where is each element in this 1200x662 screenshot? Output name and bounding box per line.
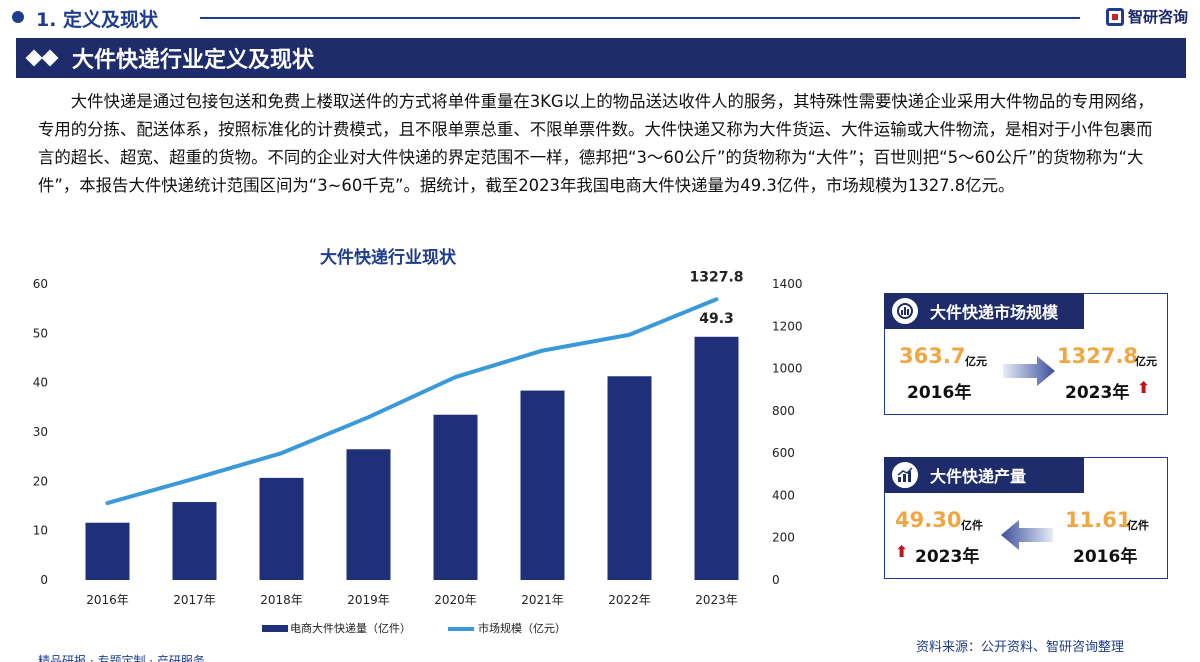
- legend-bar-label: 电商大件快递量（亿件）: [290, 621, 411, 635]
- market-2023-year: 2023年: [1065, 383, 1130, 403]
- x-axis-tick: 2019年: [347, 593, 390, 607]
- volume-2016-year: 2016年: [1073, 547, 1138, 567]
- x-axis-tick: 2022年: [608, 593, 651, 607]
- market-size-line: [105, 297, 719, 506]
- up-arrow-icon: ⬆: [895, 542, 909, 561]
- card-header: 大件快递市场规模: [884, 293, 1084, 329]
- right-axis-tick: 200: [772, 531, 795, 545]
- title-banner: 大件快递行业定义及现状: [16, 38, 1186, 78]
- right-axis-tick: 0: [772, 573, 780, 587]
- header-rule: [200, 17, 1080, 19]
- bar: [172, 502, 217, 580]
- chart-title: 大件快递行业现状: [320, 248, 456, 268]
- diamond-icon: [25, 49, 59, 67]
- right-arrow-icon: [1003, 356, 1055, 386]
- x-axis-tick: 2017年: [173, 593, 216, 607]
- bottom-tagline: 精品研报 · 专题定制 · 产研服务: [38, 654, 205, 662]
- left-axis-tick: 0: [40, 573, 48, 587]
- section-title: 1. 定义及现状: [36, 9, 159, 31]
- bar: [346, 449, 391, 580]
- card-title: 大件快递市场规模: [930, 303, 1059, 322]
- left-axis-tick: 60: [33, 277, 48, 291]
- left-axis-tick: 30: [33, 425, 48, 439]
- left-axis-tick: 20: [33, 474, 48, 488]
- volume-2023-unit: 亿件: [961, 519, 983, 532]
- bar: [85, 522, 130, 580]
- combo-chart: 0102030405060020040060080010001200140020…: [33, 269, 803, 635]
- right-axis-tick: 600: [772, 446, 795, 460]
- left-axis-tick: 40: [33, 376, 48, 390]
- intro-paragraph: 大件快递是通过包接包送和免费上楼取送件的方式将单件重量在3KG以上的物品送达收件…: [38, 92, 1154, 195]
- left-axis-tick: 50: [33, 326, 48, 340]
- x-axis-tick: 2018年: [260, 593, 303, 607]
- market-2016-unit: 亿元: [965, 355, 987, 368]
- x-axis-tick: 2020年: [434, 593, 477, 607]
- card-title: 大件快递产量: [930, 467, 1027, 486]
- legend-bar-swatch: [262, 625, 288, 632]
- right-axis-tick: 1400: [772, 277, 803, 291]
- volume-2016-unit: 亿件: [1127, 519, 1149, 532]
- left-arrow-icon: [1001, 520, 1053, 550]
- x-axis-tick: 2021年: [521, 593, 564, 607]
- bar: [520, 390, 565, 580]
- right-axis-tick: 1000: [772, 362, 803, 376]
- right-axis-tick: 800: [772, 404, 795, 418]
- bar: [433, 414, 478, 580]
- volume-2023-value: 49.30: [895, 508, 962, 532]
- market-2023-value: 1327.8: [1057, 344, 1139, 368]
- left-axis-tick: 10: [33, 524, 48, 538]
- volume-2023-year: 2023年: [915, 547, 980, 567]
- market-2023-unit: 亿元: [1135, 355, 1157, 368]
- top-header: 1. 定义及现状 智研咨询: [0, 0, 1200, 34]
- bar: [259, 477, 304, 580]
- page-title: 大件快递行业定义及现状: [72, 48, 315, 73]
- brand-name: 智研咨询: [1127, 8, 1188, 26]
- legend-line-label: 市场规模（亿元）: [478, 621, 566, 635]
- section-bullet: [12, 11, 24, 23]
- x-axis-tick: 2023年: [695, 593, 738, 607]
- volume-card: 大件快递产量 49.30 亿件 ⬆ 2023年 11.61 亿件 2016年: [884, 457, 1168, 579]
- bar-data-label: 49.3: [699, 311, 734, 327]
- line-data-label: 1327.8: [689, 269, 743, 285]
- trend-chart-icon: [890, 460, 920, 490]
- market-size-card: 大件快递市场规模 363.7 亿元 2016年 1327.8 亿元 2023年 …: [884, 293, 1168, 415]
- x-axis-tick: 2016年: [86, 593, 129, 607]
- up-arrow-icon: ⬆: [1137, 378, 1151, 397]
- source-note: 资料来源：公开资料、智研咨询整理: [916, 640, 1125, 655]
- card-header: 大件快递产量: [884, 457, 1084, 493]
- chart-badge-icon: [890, 296, 920, 326]
- right-axis-tick: 1200: [772, 319, 803, 333]
- market-2016-value: 363.7: [899, 344, 966, 368]
- brand: 智研咨询: [1105, 6, 1188, 27]
- brand-logo-icon: [1105, 7, 1124, 26]
- bar: [694, 336, 739, 580]
- market-2016-year: 2016年: [907, 383, 972, 403]
- volume-2016-value: 11.61: [1065, 508, 1132, 532]
- bar: [607, 376, 652, 580]
- right-axis-tick: 400: [772, 488, 795, 502]
